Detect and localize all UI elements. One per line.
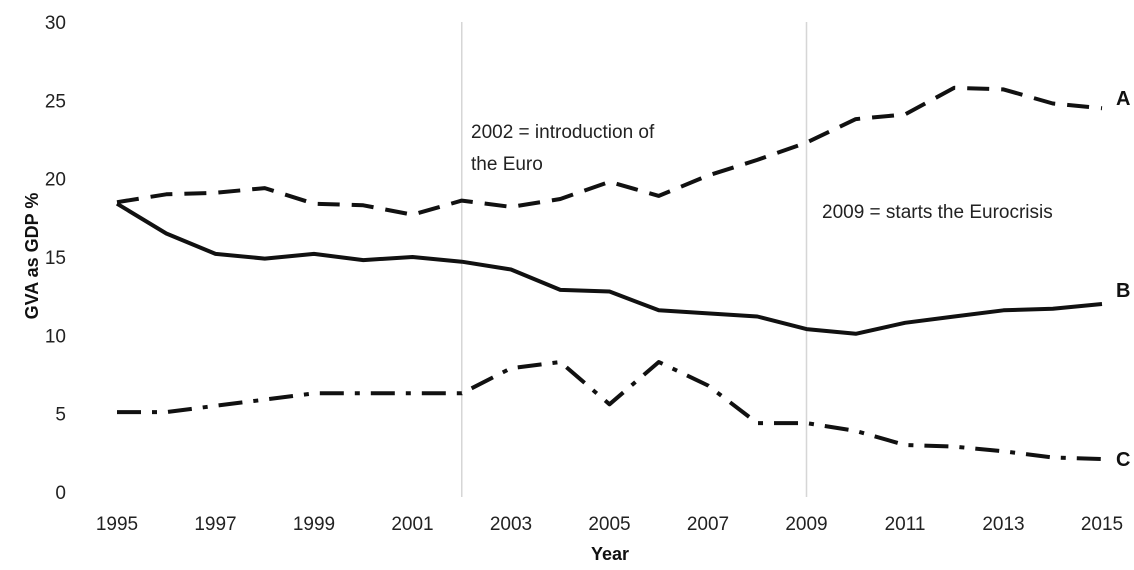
x-tick-label: 2003 — [490, 514, 532, 535]
series-line-A — [116, 85, 1103, 217]
annotation-2002-line: 2002 = introduction of — [471, 122, 655, 143]
annotation-2009-line: 2009 = starts the Eurocrisis — [822, 202, 1053, 223]
y-tick-label: 25 — [45, 91, 66, 112]
x-tick-label: 2011 — [885, 514, 926, 535]
y-tick-label: 10 — [45, 326, 66, 347]
y-axis-ticks: 0 5 10 15 20 25 30 — [45, 13, 66, 504]
x-tick-label: 1997 — [194, 514, 236, 535]
annotations: 2002 = introduction of the Euro 2009 = sta… — [471, 122, 1053, 223]
series-label-B: B — [1116, 280, 1130, 302]
series-line-C — [117, 360, 1103, 462]
x-tick-label: 2009 — [785, 514, 827, 535]
x-tick-label: 2013 — [982, 514, 1024, 535]
series-lines — [115, 85, 1103, 462]
x-tick-label: 2015 — [1081, 514, 1123, 535]
series-line-B — [115, 201, 1103, 336]
y-tick-label: 0 — [55, 483, 66, 504]
series-label-C: C — [1116, 449, 1130, 471]
y-tick-label: 20 — [45, 170, 66, 191]
y-axis-title: GVA as GDP % — [22, 193, 42, 320]
y-tick-label: 30 — [45, 13, 66, 34]
x-axis-title: Year — [591, 544, 629, 564]
x-tick-label: 1995 — [96, 514, 138, 535]
series-labels: A B C — [1116, 88, 1130, 471]
x-tick-label: 2005 — [588, 514, 630, 535]
x-tick-label: 2007 — [687, 514, 729, 535]
x-axis-ticks: 1995 1997 1999 2001 2003 2005 2007 2009 2011 2013… — [96, 514, 1123, 535]
annotation-2002-line: the Euro — [471, 154, 543, 175]
x-tick-label: 1999 — [293, 514, 335, 535]
y-tick-label: 15 — [45, 248, 66, 269]
y-tick-label: 5 — [55, 405, 66, 426]
x-tick-label: 2001 — [391, 514, 433, 535]
reference-lines — [461, 22, 808, 497]
series-label-A: A — [1116, 88, 1130, 110]
